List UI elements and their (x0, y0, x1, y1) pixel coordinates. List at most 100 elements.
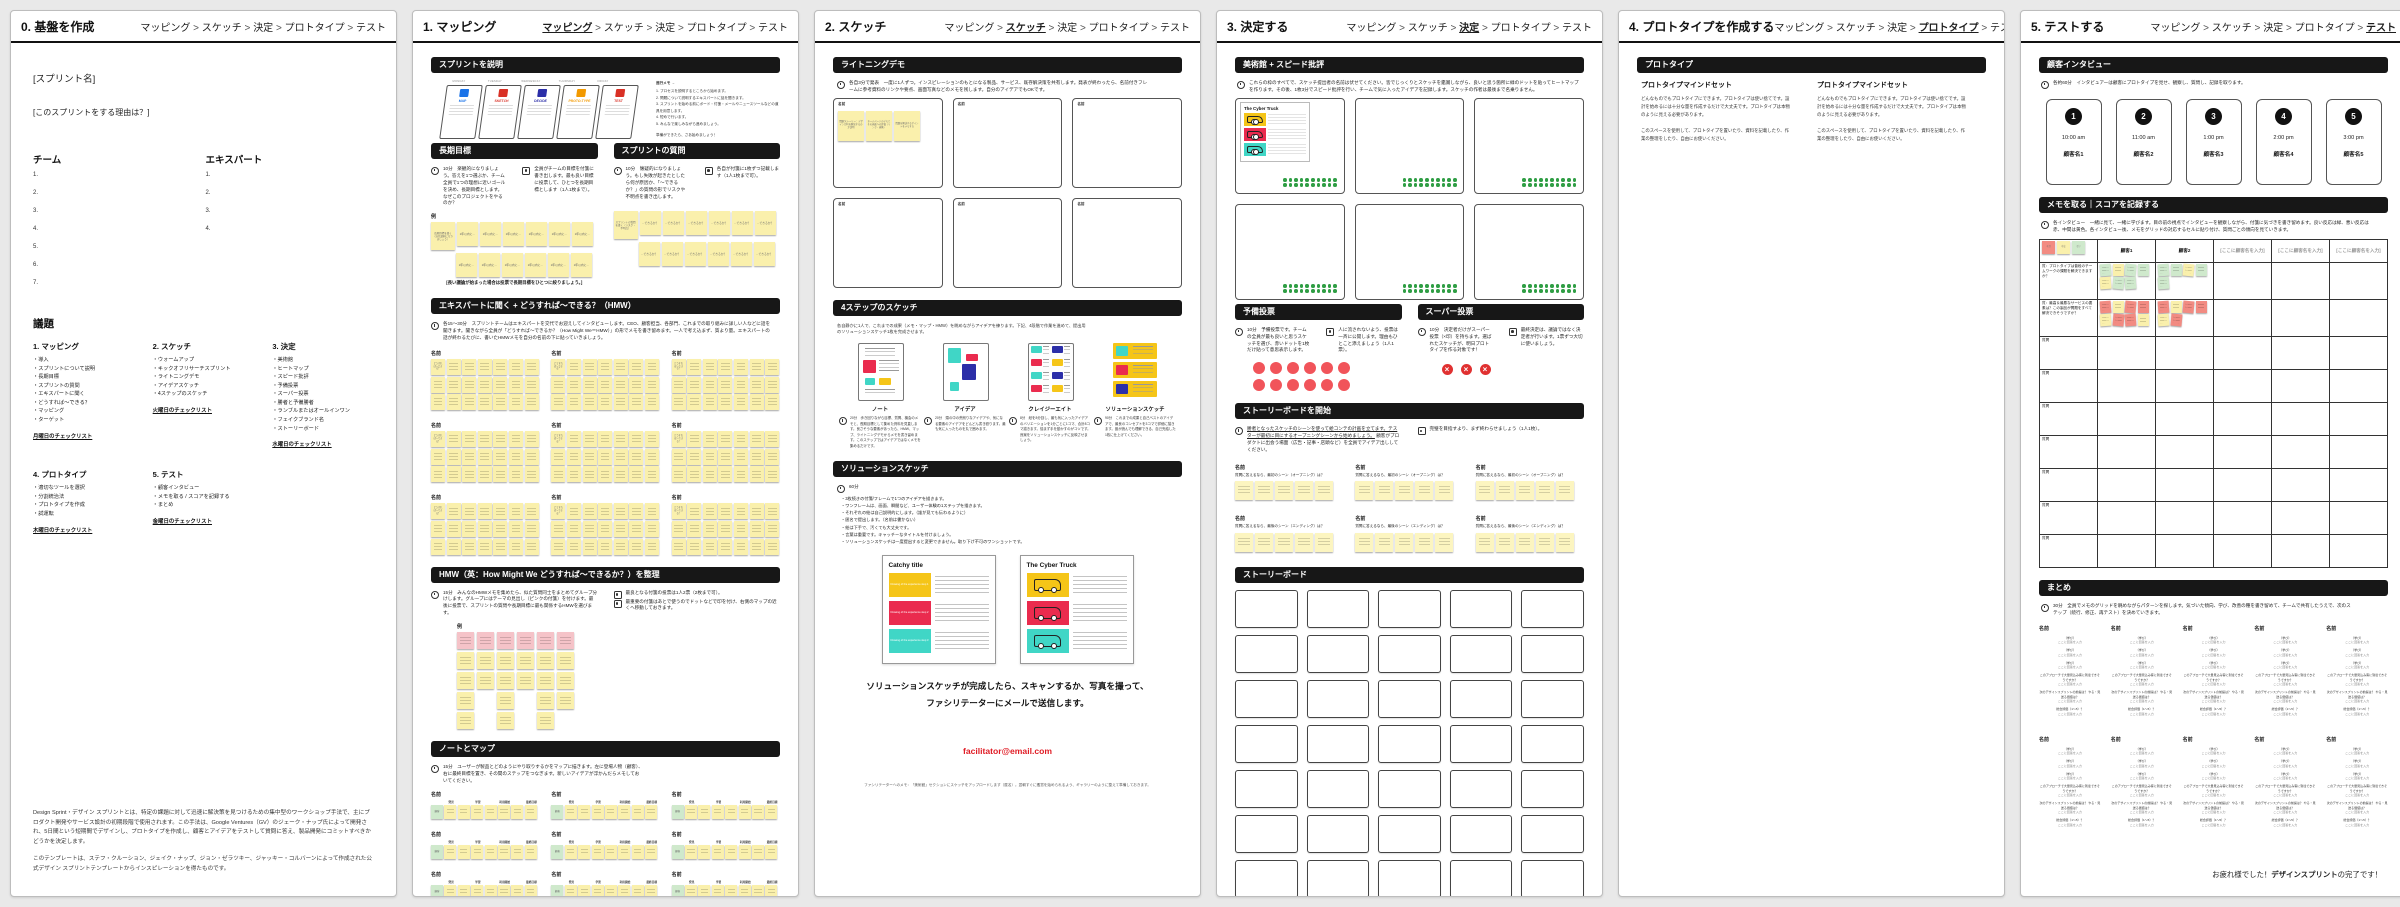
sticky-note[interactable] (734, 394, 749, 411)
question-cell[interactable]: 質問 (2039, 335, 2098, 370)
sticky-note[interactable] (457, 804, 470, 819)
vote-dot-green[interactable] (1527, 178, 1532, 182)
summary-answer-placeholder[interactable]: ここに回答を入力 (2345, 763, 2370, 768)
vote-dot-green[interactable] (1283, 289, 1287, 293)
summary-answer-placeholder[interactable]: ここに回答を入力 (2273, 776, 2298, 781)
vote-dot-green[interactable] (1447, 183, 1451, 187)
summary-answer-placeholder[interactable]: ここに回答を入力 (2057, 640, 2082, 645)
summary-answer-placeholder[interactable]: ここに回答を入力 (2129, 640, 2154, 645)
sticky-note[interactable] (629, 538, 644, 555)
sticky-note[interactable] (497, 804, 510, 819)
breadcrumb-step[interactable]: 決定 (253, 23, 274, 34)
sticky-note[interactable]: ポジ (2072, 240, 2085, 254)
summary-answer-placeholder[interactable]: ここに回答を入力 (2201, 822, 2226, 827)
summary-answer-placeholder[interactable]: ここに回答を入力 (2201, 810, 2226, 815)
sticky-note[interactable] (765, 503, 780, 520)
phase-card[interactable]: TEST (595, 85, 639, 139)
summary-answer-placeholder[interactable]: ここに回答を入力 (2057, 776, 2082, 781)
sticky-note[interactable] (765, 431, 780, 448)
sticky-note[interactable] (671, 538, 686, 555)
vote-dot-green[interactable] (1310, 284, 1315, 288)
sticky-note[interactable] (493, 376, 508, 393)
sticky-note[interactable] (598, 394, 613, 411)
vote-dot-green[interactable] (1550, 183, 1554, 187)
summary-answer-placeholder[interactable]: ここに回答を入力 (2057, 699, 2082, 704)
sticky-note[interactable] (493, 359, 508, 376)
breadcrumb-step[interactable]: プロトタイプ (284, 23, 345, 34)
vote-dot-green[interactable] (1294, 284, 1298, 288)
summary-answer-placeholder[interactable]: ここに回答を入力 (2345, 822, 2370, 827)
sticky-note[interactable] (749, 520, 764, 537)
facilitator-email[interactable]: facilitator@email.com (962, 746, 1053, 757)
summary-answer-placeholder[interactable]: ここに回答を入力 (2345, 751, 2370, 756)
vote-dot-green[interactable] (1522, 284, 1526, 288)
sticky-note[interactable] (734, 538, 749, 555)
score-cell[interactable] (2329, 368, 2388, 403)
summary-answer-placeholder[interactable]: ここに回答を入力 (2201, 682, 2226, 687)
sticky-note[interactable] (497, 672, 514, 690)
score-cell[interactable] (2155, 335, 2214, 370)
sticky-note[interactable] (462, 503, 477, 520)
sticky-note[interactable] (687, 448, 702, 465)
sticky-note[interactable] (508, 538, 523, 555)
vote-dot-red[interactable] (1287, 379, 1299, 392)
score-cell[interactable] (2097, 434, 2156, 469)
sticky-note[interactable]: …できるか？ (685, 211, 707, 236)
sticky-note[interactable] (537, 692, 554, 710)
summary-answer-placeholder[interactable]: ここに回答を入力 (2273, 652, 2298, 657)
sticky-note[interactable] (671, 466, 686, 483)
sticky-note[interactable] (734, 466, 749, 483)
sticky-note[interactable]: 2年以内に… (525, 253, 546, 278)
vote-dot-green[interactable] (1527, 289, 1532, 293)
breadcrumb[interactable]: マッピング > スケッチ > 決定 > プロトタイプ > テスト (2150, 19, 2396, 34)
sticky-note[interactable] (497, 844, 510, 859)
score-cell[interactable] (2329, 533, 2388, 568)
sticky-note[interactable] (511, 804, 524, 819)
summary-answer-placeholder[interactable]: ここに回答を入力 (2057, 665, 2082, 670)
sticky-note[interactable]: …できるか？ (730, 242, 752, 267)
storyboard-cell[interactable] (1306, 859, 1370, 896)
sticky-note[interactable] (1555, 481, 1574, 501)
storyboard-cell[interactable] (1449, 769, 1513, 808)
vote-dot-green[interactable] (1408, 183, 1412, 187)
breadcrumb-step[interactable]: プロトタイプ (686, 23, 747, 34)
score-cell[interactable] (2271, 533, 2330, 568)
vote-dot-red[interactable] (1270, 362, 1282, 375)
vote-dot-green[interactable] (1522, 178, 1526, 182)
sticky-note[interactable] (524, 538, 539, 555)
team-slot[interactable]: 7. (33, 280, 39, 286)
sticky-note[interactable] (749, 394, 764, 411)
vote-dot-green[interactable] (1408, 284, 1412, 288)
sticky-note[interactable] (582, 503, 597, 520)
sticky-note[interactable] (2111, 276, 2125, 290)
sticky-note[interactable] (471, 844, 484, 859)
breadcrumb-step[interactable]: スケッチ (1835, 23, 1876, 34)
sticky-note[interactable] (524, 394, 539, 411)
summary-answer-placeholder[interactable]: ここに回答を入力 (2345, 711, 2370, 716)
storyboard-cell[interactable] (1306, 634, 1370, 673)
sticky-note[interactable] (582, 376, 597, 393)
score-cell[interactable] (2271, 368, 2330, 403)
sticky-note[interactable] (613, 394, 628, 411)
vote-dot-green[interactable] (1522, 289, 1526, 293)
vote-dot-green[interactable] (1283, 178, 1287, 182)
sticky-note[interactable] (598, 466, 613, 483)
sticky-note[interactable] (725, 844, 738, 859)
interview-card[interactable]: 3 1:00 pm 顧客名3 (2185, 99, 2242, 185)
sticky-note[interactable] (477, 466, 492, 483)
sticky-note[interactable] (446, 431, 461, 448)
vote-dot-green[interactable] (1425, 183, 1429, 187)
score-cell[interactable] (2329, 500, 2388, 535)
question-cell[interactable]: 質：プロトタイプは普段のチームワークの課題を解決できますか？ (2039, 261, 2098, 300)
breadcrumb[interactable]: マッピング > スケッチ > 決定 > プロトタイプ > テスト (140, 19, 386, 34)
sticky-note[interactable] (471, 884, 484, 896)
team-slot[interactable]: 2. (33, 190, 39, 196)
score-cell[interactable] (2097, 533, 2156, 568)
sticky-note[interactable] (497, 692, 514, 710)
vote-dot-green[interactable] (1567, 289, 1571, 293)
storyboard-cell[interactable] (1521, 859, 1584, 896)
vote-dot-green[interactable] (1283, 284, 1287, 288)
vote-dot-green[interactable] (1447, 178, 1451, 182)
sticky-note[interactable] (566, 503, 581, 520)
sticky-note[interactable] (734, 448, 749, 465)
